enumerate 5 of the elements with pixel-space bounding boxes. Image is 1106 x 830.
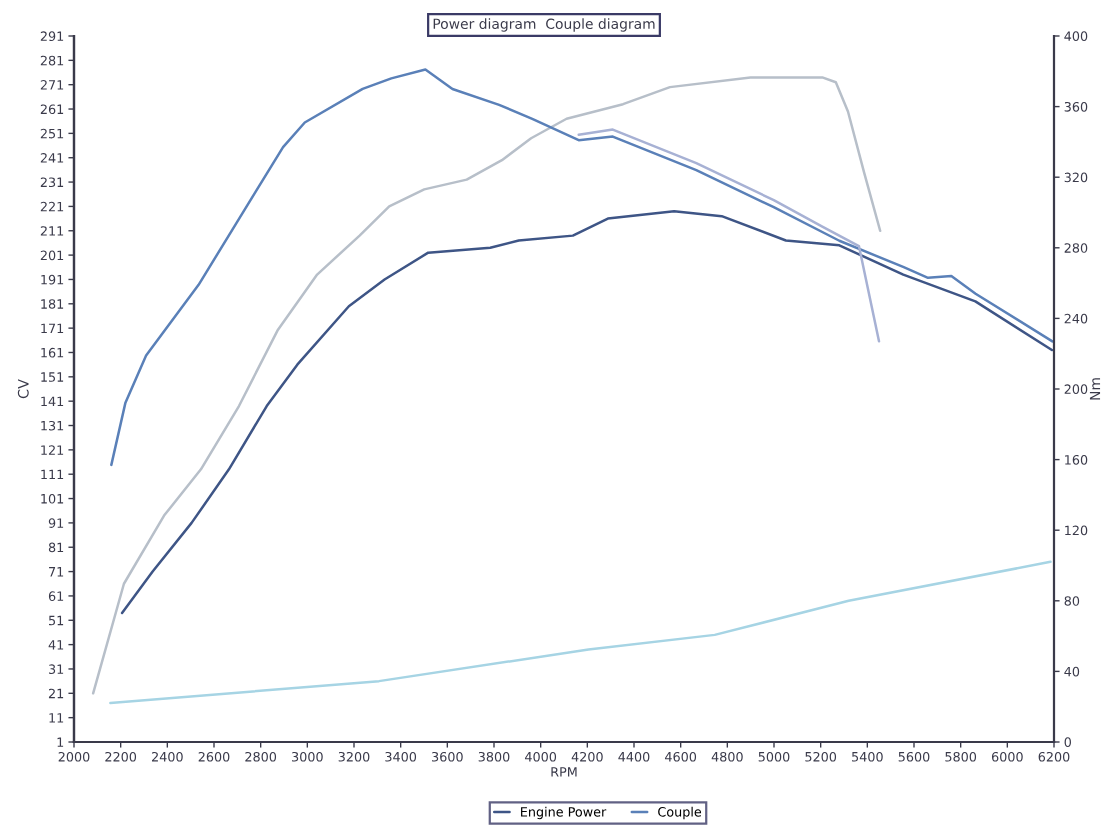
line-series: [91, 76, 882, 695]
line-series: [577, 128, 881, 343]
line-series: [110, 68, 1054, 467]
line-series: [109, 560, 1052, 705]
line-series: [120, 210, 1054, 615]
